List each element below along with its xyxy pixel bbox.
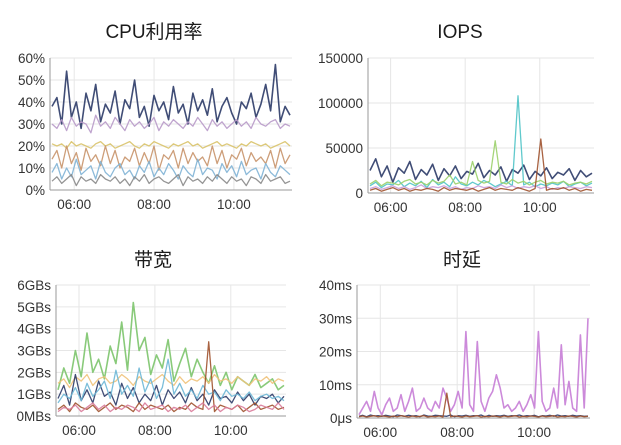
x-tick-label: 06:00 (374, 200, 408, 215)
iops-chart: IOPS 0 50000 100000 150000 06:00 08:00 10:00 (318, 22, 594, 215)
y-tick-label: 30% (18, 117, 45, 132)
y-tick-label: 150000 (318, 51, 363, 66)
chart-title: 带宽 (134, 249, 172, 271)
y-tick-label: 0 (355, 186, 363, 201)
latency-chart-panel: 时延 0μs 10ms 20ms 30ms 40ms 06:00 08:00 10:00 (310, 222, 621, 445)
series-line-2 (57, 373, 285, 406)
series-line-4 (369, 138, 593, 192)
y-tick-label: 5GBs (17, 300, 51, 315)
chart-title: 时延 (443, 249, 481, 271)
iops-chart-panel: IOPS 0 50000 100000 150000 06:00 08:00 10:00 (310, 0, 621, 222)
y-tick-label: 3GBs (17, 344, 51, 359)
y-tick-label: 40% (18, 95, 45, 110)
bandwidth-chart: 带宽 0MBs 1GBs 2GBs 3GBs 4GBs 5GBs 6GBs 06:00 08:0… (16, 249, 286, 438)
y-tick-label: 2GBs (17, 365, 51, 380)
x-tick-label: 06:00 (62, 423, 96, 438)
cpu-chart: CPU利用率 0% 10% 20% 30% 40% 50% 60% 06:00 08:00 10:… (18, 21, 292, 212)
series-line-3 (57, 358, 285, 404)
x-tick-label: 10:00 (517, 425, 551, 440)
cpu-chart-panel: CPU利用率 0% 10% 20% 30% 40% 50% 60% 06:00 08:00 10:… (0, 0, 310, 222)
y-tick-label: 0μs (330, 411, 352, 426)
y-tick-label: 6GBs (17, 278, 51, 293)
series-line-1 (369, 95, 593, 189)
series-line-2 (51, 140, 291, 149)
y-tick-label: 10ms (319, 378, 352, 393)
y-tick-label: 40ms (319, 278, 352, 293)
y-tick-label: 20% (18, 139, 45, 154)
x-tick-label: 08:00 (138, 423, 172, 438)
x-tick-label: 06:00 (363, 425, 397, 440)
y-tick-label: 100000 (318, 96, 363, 111)
bandwidth-chart-panel: 带宽 0MBs 1GBs 2GBs 3GBs 4GBs 5GBs 6GBs 06:00 08:0… (0, 222, 310, 445)
chart-title: IOPS (437, 22, 482, 43)
x-tick-label: 10:00 (217, 197, 251, 212)
series-line-0 (369, 158, 593, 183)
y-tick-label: 1GBs (17, 387, 51, 402)
x-tick-label: 10:00 (214, 423, 248, 438)
series-line-2 (369, 140, 593, 187)
y-tick-label: 10% (18, 161, 45, 176)
y-tick-label: 4GBs (17, 322, 51, 337)
x-tick-label: 08:00 (440, 425, 474, 440)
series-line-3 (51, 145, 291, 171)
chart-title: CPU利用率 (105, 21, 202, 43)
series-line-2 (358, 392, 589, 418)
series-line-1 (51, 114, 291, 134)
x-tick-label: 10:00 (523, 200, 557, 215)
y-tick-label: 50000 (325, 141, 363, 156)
series-line-4 (51, 158, 291, 180)
y-tick-label: 50% (18, 73, 45, 88)
y-tick-label: 30ms (319, 311, 352, 326)
x-tick-label: 08:00 (137, 197, 171, 212)
y-tick-label: 60% (18, 51, 45, 66)
y-tick-label: 0MBs (16, 409, 51, 424)
series-line-5 (51, 173, 291, 187)
x-tick-label: 08:00 (448, 200, 482, 215)
series-line-0 (358, 318, 589, 416)
series-line-5 (57, 402, 285, 413)
y-tick-label: 0% (25, 183, 45, 198)
y-tick-label: 20ms (319, 345, 352, 360)
series-line-0 (51, 63, 291, 130)
series-line-1 (57, 373, 285, 389)
x-tick-label: 06:00 (57, 197, 91, 212)
latency-chart: 时延 0μs 10ms 20ms 30ms 40ms 06:00 08:00 10:00 (319, 249, 590, 440)
